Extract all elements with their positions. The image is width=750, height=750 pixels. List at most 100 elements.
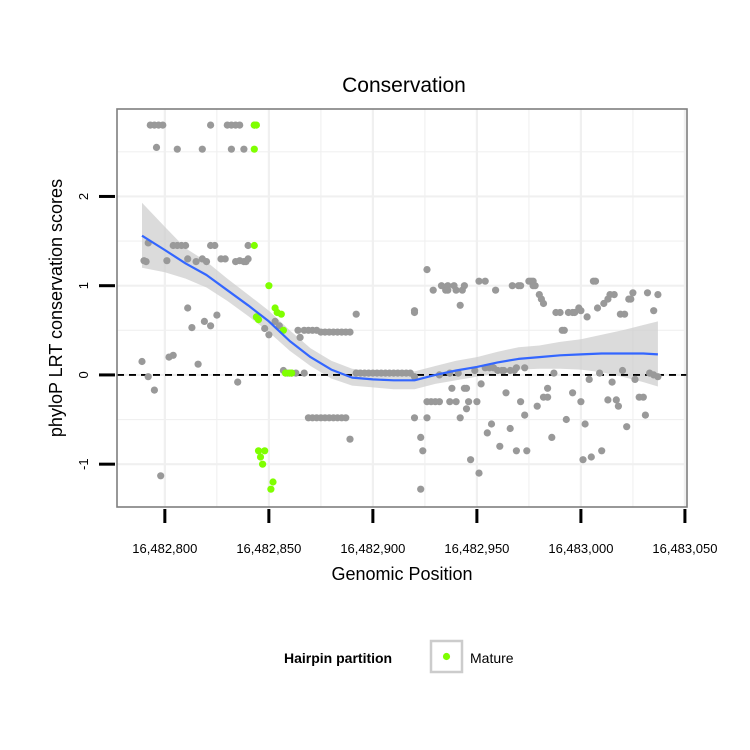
data-point <box>544 393 552 401</box>
data-point <box>577 398 585 406</box>
data-point <box>560 326 568 334</box>
mature-data-point <box>254 316 263 324</box>
data-point <box>481 277 489 285</box>
mature-data-point <box>261 447 269 455</box>
data-point <box>144 373 152 381</box>
data-point <box>423 414 431 422</box>
mature-data-point <box>250 145 258 153</box>
data-point <box>157 472 165 480</box>
x-tick-label: 16,483,000 <box>548 541 613 556</box>
data-point <box>467 456 475 464</box>
data-point <box>342 414 350 422</box>
data-point <box>654 373 662 381</box>
y-tick-label: 1 <box>76 282 91 289</box>
data-point <box>294 326 302 334</box>
data-point <box>604 396 612 404</box>
mature-data-point <box>267 485 275 493</box>
smooth-fit-line <box>141 234 658 382</box>
data-point <box>419 447 427 455</box>
data-point <box>236 121 244 129</box>
y-tick-label: 0 <box>76 371 91 378</box>
data-point <box>585 375 593 383</box>
data-point <box>410 308 419 317</box>
mature-data-point <box>252 121 260 129</box>
data-point <box>531 282 539 290</box>
plot-panel-border <box>116 108 688 508</box>
data-point <box>202 258 211 266</box>
data-point <box>487 420 496 428</box>
data-point <box>631 375 639 383</box>
x-axis: 16,482,800 16,482,850 16,482,900 16,482,950… <box>132 509 717 556</box>
data-point <box>207 322 215 330</box>
data-point <box>569 389 577 397</box>
y-axis-label: phyloP LRT conservation scores <box>46 179 66 437</box>
y-tick-label: 2 <box>76 193 91 200</box>
data-point <box>221 255 229 263</box>
data-point <box>517 282 525 290</box>
mature-data-point <box>269 478 277 486</box>
data-point <box>300 369 308 377</box>
data-point <box>618 366 627 375</box>
data-point <box>150 386 158 394</box>
data-point <box>639 393 647 401</box>
data-point <box>227 145 235 153</box>
data-point <box>456 301 464 309</box>
data-point <box>173 145 181 153</box>
data-point <box>654 291 662 299</box>
x-tick-label: 16,482,950 <box>444 541 509 556</box>
x-tick-label: 16,483,050 <box>652 541 717 556</box>
data-point <box>587 453 595 461</box>
data-point <box>159 121 167 129</box>
data-point <box>207 121 215 129</box>
data-point <box>596 369 604 377</box>
data-point <box>612 396 620 404</box>
data-point <box>506 424 514 433</box>
data-point <box>608 378 616 386</box>
data-point <box>471 366 479 375</box>
data-point <box>533 402 541 410</box>
plot-panel-background <box>117 109 687 507</box>
data-point <box>346 328 354 336</box>
data-point <box>496 442 504 450</box>
data-point <box>521 364 529 372</box>
data-point <box>598 447 606 455</box>
data-point <box>417 433 425 441</box>
data-point <box>138 357 146 366</box>
data-point <box>517 398 525 406</box>
data-point <box>452 286 460 294</box>
data-point <box>240 145 248 153</box>
legend: Hairpin partition Mature <box>284 639 514 674</box>
data-point <box>244 255 252 263</box>
data-point <box>142 258 150 266</box>
data-point <box>591 277 600 285</box>
data-point <box>346 435 354 443</box>
data-point <box>462 405 471 413</box>
data-point <box>502 389 510 397</box>
data-point <box>182 241 190 250</box>
data-point <box>548 433 556 441</box>
data-point <box>492 286 500 294</box>
data-point <box>192 258 200 266</box>
smooth-line <box>141 234 658 382</box>
chart-title: Conservation <box>342 74 466 97</box>
y-axis: -1 0 1 2 <box>76 193 115 470</box>
legend-title: Hairpin partition <box>284 650 392 666</box>
x-axis-label: Genomic Position <box>331 564 472 584</box>
data-point <box>423 266 431 274</box>
data-point <box>452 398 460 406</box>
data-point <box>623 423 631 431</box>
x-tick-label: 16,482,900 <box>340 541 405 556</box>
data-point <box>261 324 269 333</box>
mature-data-point <box>277 310 285 318</box>
data-point <box>444 282 452 290</box>
data-point <box>500 366 508 375</box>
data-point <box>184 304 192 312</box>
data-point <box>621 310 629 318</box>
data-point <box>523 447 531 455</box>
data-point <box>265 331 273 339</box>
data-point <box>198 145 206 153</box>
data-point <box>629 289 637 297</box>
data-point <box>200 317 208 325</box>
mature-data-point <box>256 453 265 461</box>
data-point <box>512 364 521 372</box>
